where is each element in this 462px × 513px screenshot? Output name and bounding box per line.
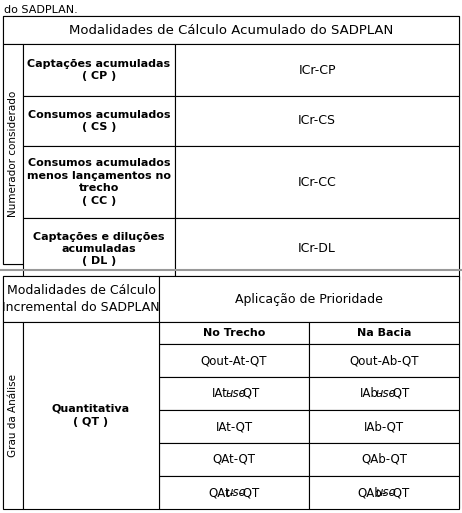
Text: -QT: -QT: [238, 387, 259, 400]
Bar: [309, 443, 459, 476]
Text: Numerador considerado: Numerador considerado: [8, 91, 18, 217]
Text: do SADPLAN.: do SADPLAN.: [4, 5, 78, 15]
Bar: [23, 146, 175, 218]
Bar: [23, 44, 175, 96]
Text: Captações e diluções
acumuladas
( DL ): Captações e diluções acumuladas ( DL ): [33, 231, 165, 266]
Text: Grau da Análise: Grau da Análise: [8, 374, 18, 457]
Text: Qout-Ab-QT: Qout-Ab-QT: [349, 354, 419, 367]
Text: ICr-CC: ICr-CC: [298, 175, 336, 188]
Bar: [159, 344, 309, 377]
Bar: [159, 443, 309, 476]
Bar: [3, 16, 459, 264]
Bar: [23, 218, 175, 280]
Text: QAb-: QAb-: [357, 486, 386, 499]
Text: IAt-: IAt-: [212, 387, 231, 400]
Text: Na Bacia: Na Bacia: [357, 328, 411, 338]
Bar: [309, 410, 459, 443]
Text: Captações acumuladas
( CP ): Captações acumuladas ( CP ): [27, 59, 170, 81]
Text: QAt-QT: QAt-QT: [213, 453, 255, 466]
Bar: [3, 276, 459, 508]
Text: ICr-CP: ICr-CP: [298, 64, 336, 76]
Text: Consumos acumulados
( CS ): Consumos acumulados ( CS ): [28, 110, 170, 132]
Bar: [159, 377, 309, 410]
Bar: [159, 276, 459, 322]
Bar: [175, 44, 459, 96]
Text: QAt-: QAt-: [208, 486, 235, 499]
Text: uso: uso: [376, 387, 396, 400]
Bar: [23, 322, 159, 509]
Text: Consumos acumulados
menos lançamentos no
trecho
( CC ): Consumos acumulados menos lançamentos no…: [27, 159, 171, 206]
Text: -QT: -QT: [238, 486, 259, 499]
Text: Qout-At-QT: Qout-At-QT: [201, 354, 267, 367]
Text: Modalidades de Cálculo Acumulado do SADPLAN: Modalidades de Cálculo Acumulado do SADP…: [69, 24, 393, 36]
Text: No Trecho: No Trecho: [203, 328, 265, 338]
Bar: [23, 96, 175, 146]
Bar: [175, 146, 459, 218]
Bar: [3, 44, 23, 264]
Bar: [3, 322, 23, 509]
Bar: [3, 16, 459, 44]
Text: uso: uso: [226, 387, 247, 400]
Bar: [159, 476, 309, 509]
Bar: [309, 344, 459, 377]
Bar: [175, 218, 459, 280]
Bar: [309, 377, 459, 410]
Text: Quantitativa
( QT ): Quantitativa ( QT ): [52, 404, 130, 427]
Text: IAt-QT: IAt-QT: [215, 420, 253, 433]
Bar: [175, 96, 459, 146]
Text: ICr-DL: ICr-DL: [298, 243, 336, 255]
Text: Aplicação de Prioridade: Aplicação de Prioridade: [235, 292, 383, 306]
Text: uso: uso: [226, 486, 247, 499]
Text: -QT: -QT: [388, 486, 409, 499]
Bar: [3, 276, 159, 322]
Text: QAb-QT: QAb-QT: [361, 453, 407, 466]
Text: uso: uso: [376, 486, 396, 499]
Text: IAb-: IAb-: [360, 387, 383, 400]
Text: -QT: -QT: [388, 387, 409, 400]
Text: ICr-CS: ICr-CS: [298, 114, 336, 128]
Text: IAb-QT: IAb-QT: [364, 420, 404, 433]
Bar: [309, 322, 459, 344]
Bar: [159, 322, 309, 344]
Text: Modalidades de Cálculo
Incremental do SADPLAN: Modalidades de Cálculo Incremental do SA…: [2, 284, 160, 314]
Bar: [159, 410, 309, 443]
Bar: [309, 476, 459, 509]
